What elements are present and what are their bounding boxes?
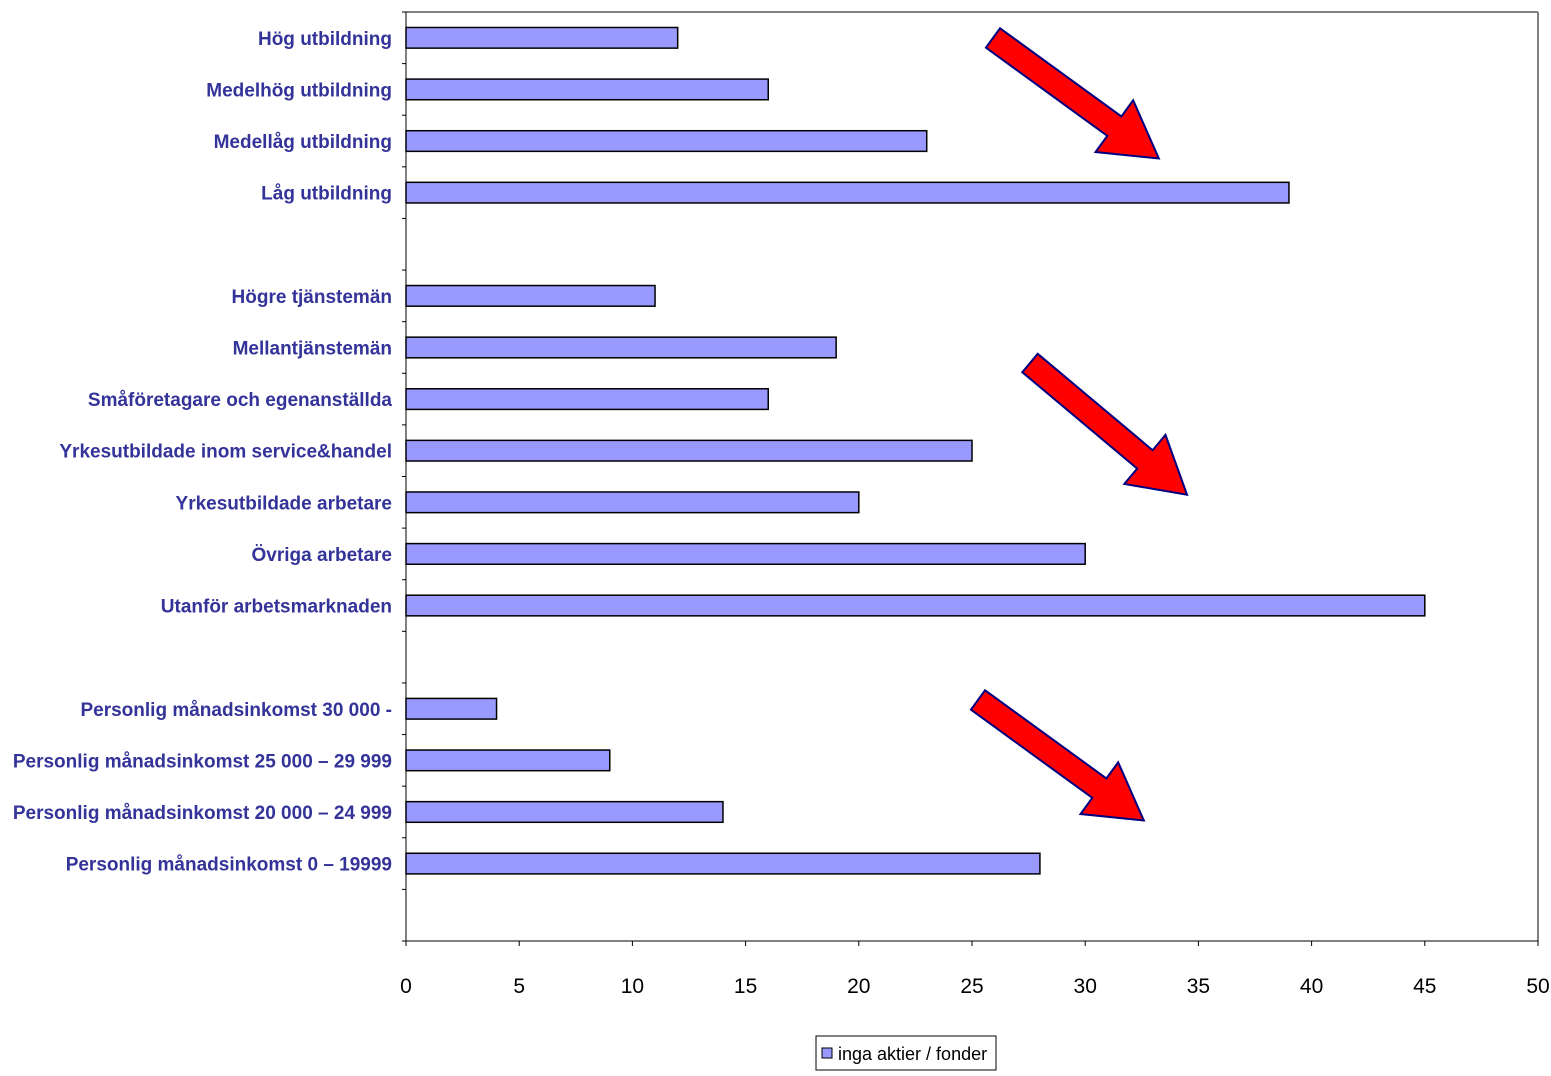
x-tick-label: 5 xyxy=(513,975,525,998)
category-label: Låg utbildning xyxy=(261,184,392,205)
legend-label: inga aktier / fonder xyxy=(838,1044,987,1064)
category-label: Personlig månadsinkomst 25 000 – 29 999 xyxy=(13,751,392,772)
legend: inga aktier / fonder xyxy=(815,1035,997,1071)
bar xyxy=(405,800,724,824)
legend-swatch xyxy=(821,1047,833,1059)
x-tick-label: 45 xyxy=(1413,975,1436,998)
legend-box xyxy=(815,1035,997,1071)
arrow-annotations xyxy=(969,26,1189,822)
bar xyxy=(405,336,837,359)
category-label: Personlig månadsinkomst 30 000 - xyxy=(80,700,392,721)
bar xyxy=(405,749,611,772)
x-tick-label: 35 xyxy=(1187,975,1210,998)
category-labels: Hög utbildning Medelhög utbildning Medellå… xyxy=(13,29,393,876)
x-tick-label: 30 xyxy=(1074,975,1097,998)
category-label: Hög utbildning xyxy=(258,29,392,50)
category-label: Högre tjänstemän xyxy=(232,287,392,308)
category-label: Medelhög utbildning xyxy=(206,80,392,101)
bar xyxy=(405,78,769,101)
bar xyxy=(405,594,1426,617)
category-label: Personlig månadsinkomst 20 000 – 24 999 xyxy=(13,803,392,824)
plot-area xyxy=(402,11,1539,942)
category-label: Övriga arbetare xyxy=(252,545,392,566)
category-label: Yrkesutbildade inom service&handel xyxy=(59,442,392,463)
red-arrow-annotation xyxy=(969,688,1146,822)
x-tick-label: 50 xyxy=(1526,975,1549,998)
bars xyxy=(405,26,1426,875)
category-label: Yrkesutbildade arbetare xyxy=(176,493,392,514)
category-label: Personlig månadsinkomst 0 – 19999 xyxy=(66,855,392,876)
x-tick-label: 10 xyxy=(621,975,644,998)
category-label: Mellantjänstemän xyxy=(233,338,392,359)
x-tick-label: 15 xyxy=(734,975,757,998)
bar xyxy=(405,852,1041,875)
x-tick-label: 25 xyxy=(960,975,983,998)
bar xyxy=(405,26,679,49)
bar xyxy=(405,181,1290,204)
category-label: Småföretagare och egenanställda xyxy=(88,390,393,411)
category-label: Medellåg utbildning xyxy=(214,132,392,153)
bar xyxy=(405,542,1086,565)
x-tick-label: 0 xyxy=(400,975,412,998)
bar xyxy=(405,284,656,307)
x-tick-label: 20 xyxy=(847,975,870,998)
bar xyxy=(405,697,498,720)
bar xyxy=(405,491,860,514)
red-arrow-annotation xyxy=(1020,352,1189,497)
bar xyxy=(405,129,928,153)
category-label: Utanför arbetsmarknaden xyxy=(161,597,392,618)
x-tick-label: 40 xyxy=(1300,975,1323,998)
bar xyxy=(405,388,769,411)
x-axis-ticks: 0 5 10 15 20 25 30 35 40 45 50 xyxy=(400,941,1550,998)
bar xyxy=(405,439,973,462)
red-arrow-annotation xyxy=(984,26,1161,160)
